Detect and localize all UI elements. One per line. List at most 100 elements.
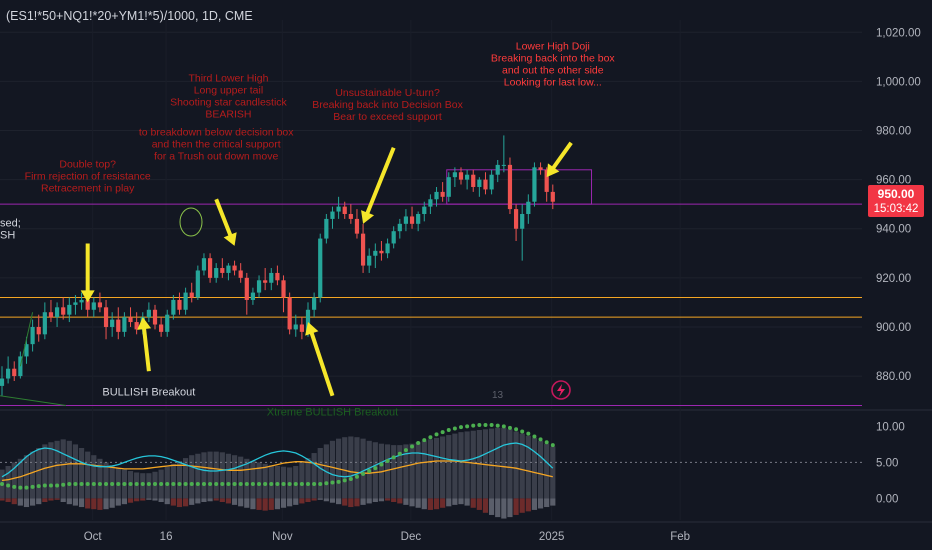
osc-dot: [410, 444, 415, 449]
histogram-bar: [97, 458, 103, 499]
osc-dot: [12, 484, 17, 489]
histogram-neg-bar: [513, 498, 519, 515]
candle-body: [336, 206, 341, 212]
histogram-neg-bar: [470, 498, 476, 508]
candle-body: [67, 304, 72, 315]
histogram-bar: [225, 453, 232, 499]
histogram-neg-bar: [274, 498, 280, 510]
histogram-bar: [544, 443, 550, 499]
y-tick-label: 900.00: [876, 322, 911, 334]
histogram-neg-bar: [329, 498, 336, 503]
candle-body: [458, 172, 464, 180]
price-tag-box: [868, 185, 924, 217]
osc-dot: [250, 482, 255, 486]
osc-dot: [483, 422, 488, 427]
osc-dot: [263, 482, 268, 486]
candle-body: [305, 309, 311, 332]
osc-dot: [532, 434, 537, 439]
histogram-neg-bar: [97, 498, 103, 510]
histogram-neg-bar: [170, 498, 176, 506]
osc-dot: [73, 482, 78, 486]
annotation-text: sed;: [0, 217, 21, 229]
histogram-neg-bar: [440, 498, 446, 508]
candle-body: [36, 326, 41, 335]
osc-dot: [85, 482, 90, 486]
histogram-bar: [189, 455, 195, 499]
histogram-neg-bar: [36, 498, 42, 505]
histogram-neg-bar: [280, 498, 287, 508]
histogram-neg-bar: [109, 498, 115, 508]
osc-dot: [183, 482, 188, 486]
osc-dot: [471, 423, 476, 428]
histogram-neg-bar: [268, 498, 274, 510]
histogram-bar: [482, 429, 489, 499]
histogram-neg-bar: [433, 498, 440, 510]
histogram-neg-bar: [146, 498, 152, 500]
histogram-bar: [85, 451, 91, 499]
histogram-neg-bar: [103, 498, 109, 510]
histogram-neg-bar: [544, 498, 550, 508]
histogram-bar: [305, 458, 311, 499]
osc-dot: [177, 482, 182, 486]
histogram-bar: [231, 455, 238, 499]
histogram-neg-bar: [78, 498, 85, 508]
candle-body: [12, 368, 17, 377]
histogram-neg-bar: [121, 498, 127, 505]
lightning-icon[interactable]: [551, 380, 571, 400]
annotation-text: Long upper tail: [194, 84, 263, 96]
histogram-bar: [91, 455, 97, 499]
osc-dot: [501, 424, 506, 429]
annotation-text: Shooting star candlestick: [170, 96, 287, 108]
osc-dot: [459, 425, 463, 430]
histogram-bar: [262, 463, 268, 499]
annotation-text: Lower High Doji: [516, 40, 590, 52]
candles: [0, 135, 555, 407]
price-tag-price: 950.00: [878, 187, 915, 201]
osc-dot: [391, 455, 396, 460]
trend-arrow: [19, 312, 34, 367]
candle-body: [103, 307, 109, 327]
osc-dot: [287, 482, 292, 486]
histogram-bar: [421, 440, 427, 499]
candle-body: [483, 179, 488, 190]
histogram-neg-bar: [231, 498, 238, 505]
histogram-neg-bar: [427, 498, 433, 510]
candle-body: [128, 317, 133, 323]
annotation-text: SH: [0, 229, 15, 241]
osc-dot: [232, 482, 237, 486]
annotation-text: Breaking back into Decision Box: [312, 99, 463, 111]
time-axis[interactable]: Oct 16 Nov Dec 2025 Feb: [84, 531, 690, 543]
histogram-neg-bar: [495, 498, 501, 518]
candle-body: [232, 265, 237, 271]
candle-body: [446, 177, 451, 197]
osc-dot: [244, 482, 249, 486]
histogram-neg-bar: [415, 498, 421, 508]
price-axis[interactable]: 880.00 900.00 920.00 940.00 960.00 980.00 1,00…: [876, 27, 921, 505]
histogram-bar: [42, 444, 48, 499]
candle-body: [54, 307, 60, 318]
histogram-neg-bar: [11, 498, 17, 505]
osc-dot: [293, 482, 298, 486]
osc-dot: [465, 424, 470, 429]
histogram-bar: [11, 462, 17, 499]
candle-body: [159, 324, 164, 332]
candle-body: [42, 312, 47, 335]
annotation-text: Unsustainable U-turn?: [335, 87, 440, 99]
histogram-bar: [384, 444, 391, 499]
histogram-neg-bar: [48, 498, 54, 501]
histogram-neg-bar: [60, 498, 66, 502]
annotation-text: BEARISH: [205, 108, 251, 120]
histogram-bar: [378, 443, 385, 499]
price-tag: 950.00 15:03:42: [868, 185, 924, 217]
osc-dot: [214, 482, 219, 486]
histogram-neg-bar: [225, 498, 232, 504]
histogram-neg-bar: [5, 498, 11, 502]
annotation-text: Retracement in play: [41, 182, 135, 194]
histogram-bar: [48, 442, 54, 499]
histogram-bar: [317, 448, 323, 499]
histogram-bar: [66, 440, 72, 499]
osc-tick-label: 10.00: [876, 421, 905, 433]
price-tag-countdown: 15:03:42: [874, 203, 919, 215]
histogram-neg-bar: [244, 498, 250, 508]
